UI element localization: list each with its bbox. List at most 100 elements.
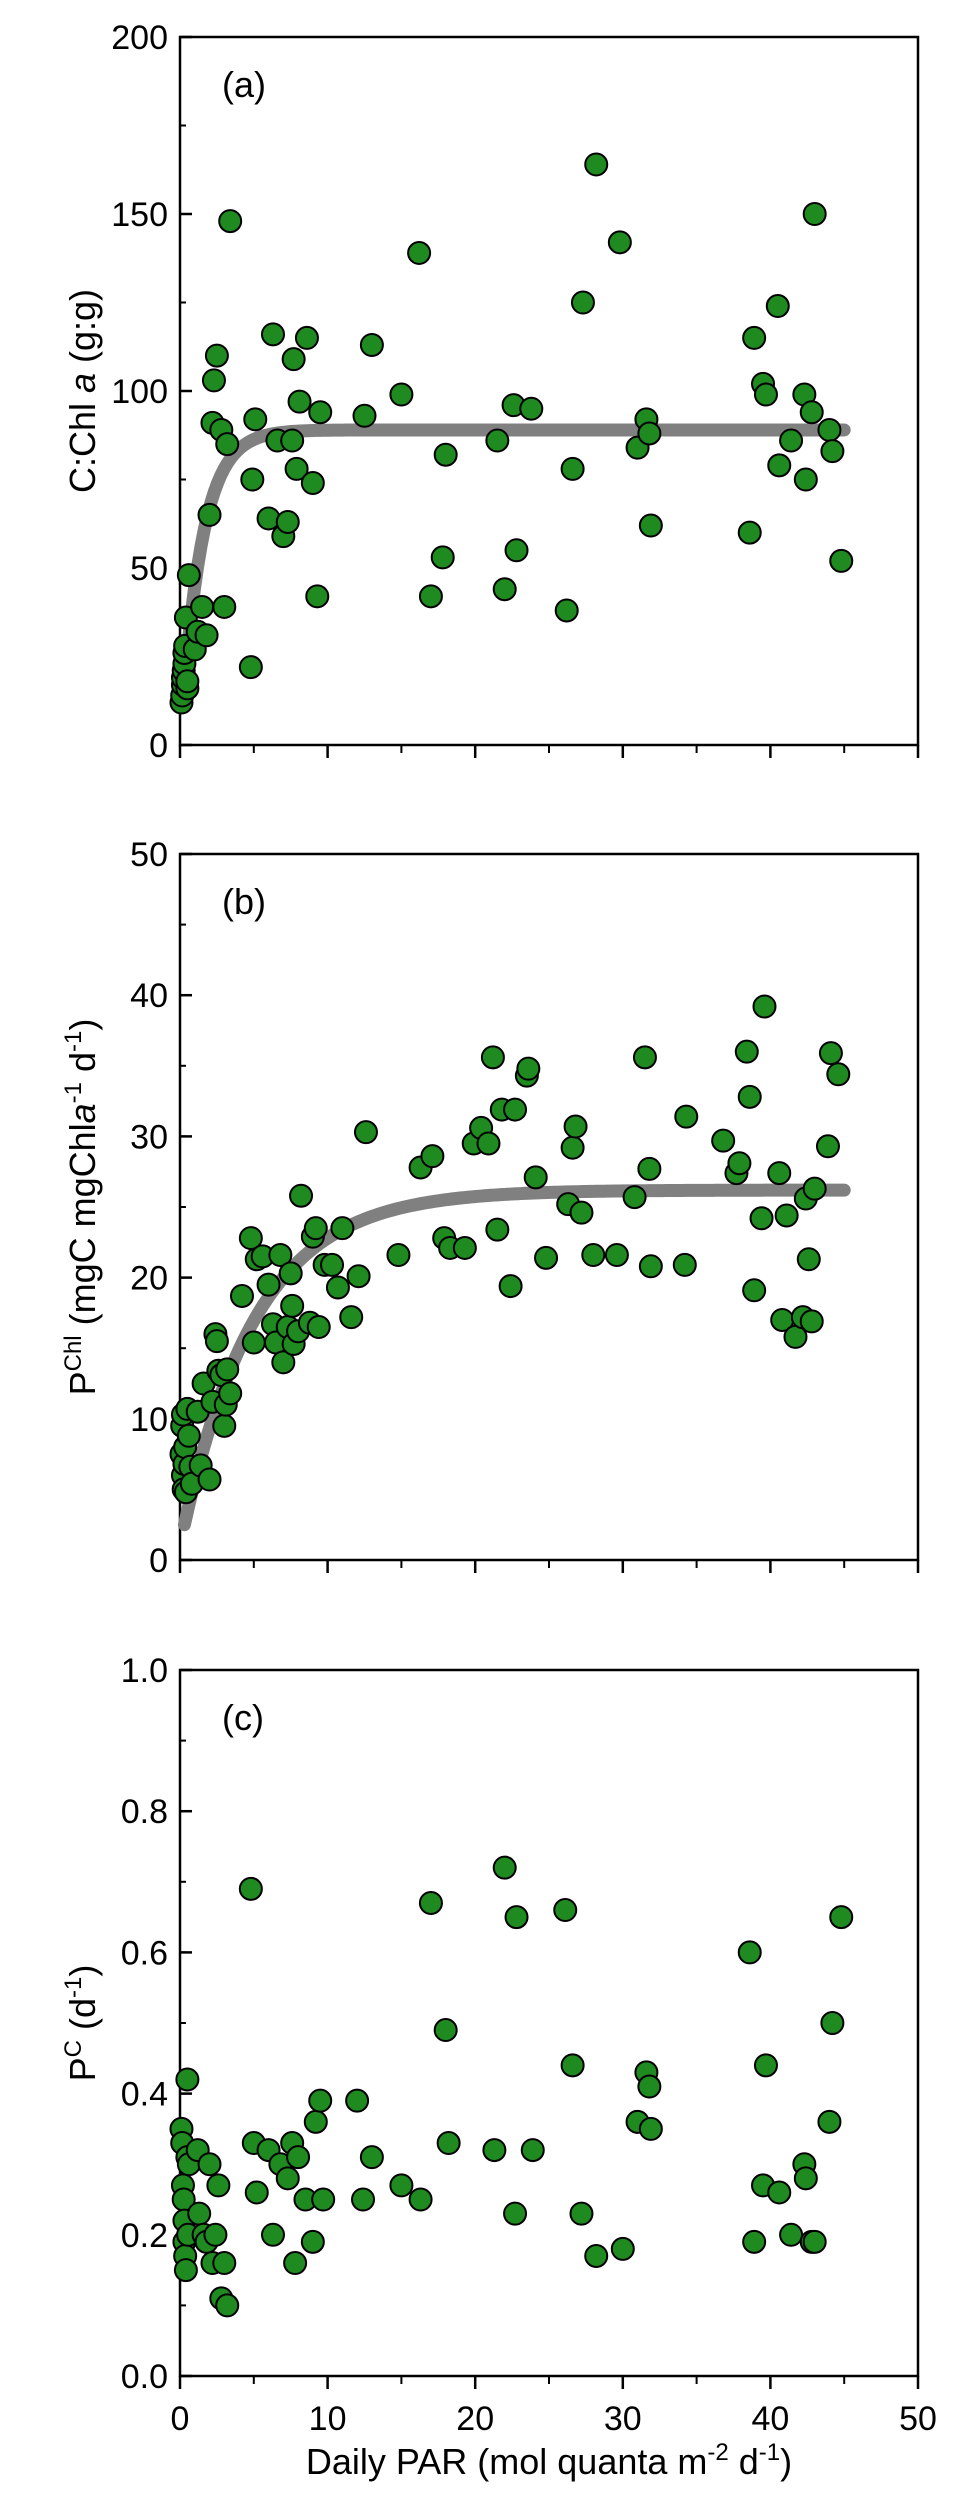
data-point — [197, 502, 222, 527]
x-tick-label: 40 — [751, 2400, 789, 2438]
data-point — [523, 1165, 548, 1190]
data-point — [742, 1278, 767, 1303]
y-axis-title: PChl (mgC mgChla-1 d-1) — [60, 1019, 103, 1396]
data-point — [622, 1185, 647, 1210]
data-point — [793, 467, 818, 492]
data-point — [638, 1254, 663, 1279]
data-point — [674, 1104, 699, 1129]
data-point — [201, 368, 226, 393]
y-tick-label: 10 — [130, 1401, 168, 1439]
data-point — [345, 2088, 370, 2113]
data-point — [607, 230, 632, 255]
data-point — [256, 1272, 281, 1297]
data-point — [238, 1876, 263, 1901]
data-point — [752, 994, 777, 1019]
data-point — [308, 400, 333, 425]
data-point — [212, 1413, 237, 1438]
y-axis-title: PC (d-1) — [60, 1965, 103, 2082]
y-tick-label: 150 — [111, 196, 168, 234]
y-tick-label: 50 — [130, 836, 168, 874]
x-tick-label: 10 — [309, 2400, 347, 2438]
data-point — [284, 456, 309, 481]
y-tick-label: 0 — [149, 1542, 168, 1580]
data-point — [504, 1905, 529, 1930]
data-point — [359, 2145, 384, 2170]
data-point — [727, 1151, 752, 1176]
data-point — [519, 396, 544, 421]
data-point — [287, 389, 312, 414]
data-point — [389, 2173, 414, 2198]
data-point — [818, 1041, 843, 1066]
data-point — [352, 403, 377, 428]
data-point — [554, 598, 579, 623]
data-point — [570, 290, 595, 315]
data-point — [737, 1084, 762, 1109]
data-point — [753, 382, 778, 407]
data-point — [303, 1216, 328, 1241]
data-point — [260, 322, 285, 347]
data-point — [311, 2187, 336, 2212]
data-point — [244, 2180, 269, 2205]
y-axis-title-part: ) — [62, 1019, 103, 1031]
data-point — [476, 1131, 501, 1156]
data-point — [430, 545, 455, 570]
data-point — [351, 2187, 376, 2212]
panel-label: (a) — [222, 64, 266, 105]
data-point — [452, 1235, 477, 1260]
y-tick-label: 30 — [130, 1118, 168, 1156]
data-point — [275, 509, 300, 534]
data-point — [389, 382, 414, 407]
data-point — [734, 1039, 759, 1064]
y-axis-title-part: P — [62, 2057, 103, 2081]
data-point — [386, 1243, 411, 1268]
data-point — [418, 584, 443, 609]
data-point — [240, 467, 265, 492]
data-point — [610, 2236, 635, 2261]
x-axis-title-part: -1 — [759, 2439, 780, 2466]
y-tick-label: 200 — [111, 19, 168, 57]
data-point — [215, 432, 240, 457]
data-point — [197, 1467, 222, 1492]
data-point — [503, 1097, 528, 1122]
data-point — [203, 2222, 228, 2247]
y-tick-label: 0.8 — [121, 1793, 168, 1831]
data-point — [774, 1203, 799, 1228]
data-point — [325, 1275, 350, 1300]
x-tick-label: 20 — [456, 2400, 494, 2438]
y-tick-label: 0.4 — [121, 2076, 168, 2114]
data-point — [563, 1114, 588, 1139]
x-axis-title-part: -2 — [707, 2439, 728, 2466]
data-point — [408, 2187, 433, 2212]
data-point — [275, 2166, 300, 2191]
y-tick-label: 1.0 — [121, 1652, 168, 1690]
data-point — [294, 325, 319, 350]
data-point — [820, 439, 845, 464]
data-point — [308, 2088, 333, 2113]
data-point — [799, 1309, 824, 1334]
data-point — [212, 594, 237, 619]
data-point — [187, 2201, 212, 2226]
y-tick-label: 40 — [130, 977, 168, 1015]
data-point — [204, 1329, 229, 1354]
data-point — [779, 428, 804, 453]
data-point — [820, 2011, 845, 2035]
data-point — [215, 1357, 240, 1382]
data-point — [173, 2258, 198, 2283]
data-point — [176, 563, 201, 588]
x-axis-title-part: Daily PAR (mol quanta m — [306, 2441, 707, 2482]
y-axis-title-part: (d — [62, 1998, 103, 2040]
y-axis-title-part: P — [62, 1371, 103, 1395]
data-point — [229, 1283, 254, 1308]
data-point — [637, 421, 662, 446]
data-point — [569, 2201, 594, 2226]
data-point — [742, 325, 767, 350]
data-point — [243, 407, 268, 432]
data-point — [305, 584, 330, 609]
data-point — [765, 294, 790, 319]
data-point — [271, 1350, 296, 1375]
data-point — [433, 442, 458, 467]
x-axis-title-group: Daily PAR (mol quanta m-2 d-1) — [306, 2439, 792, 2482]
